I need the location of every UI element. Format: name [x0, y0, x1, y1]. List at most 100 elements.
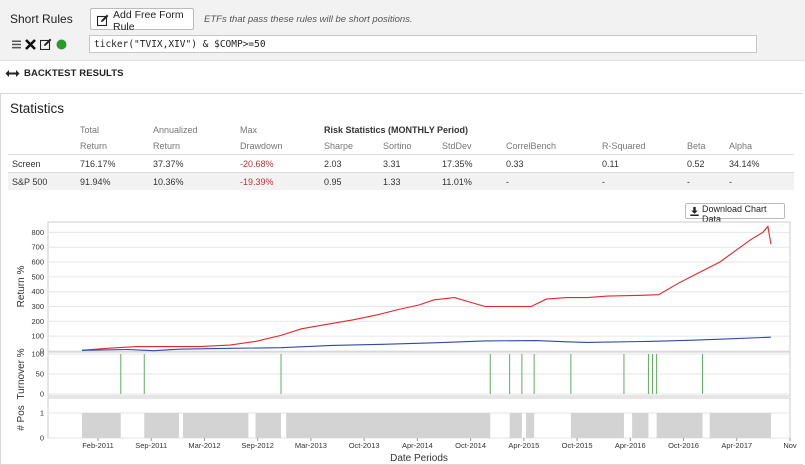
x-tick-label: Mar-2012: [188, 441, 220, 450]
sharpe-value: 2.03: [320, 154, 379, 173]
row-name: S&P 500: [8, 172, 76, 190]
x-tick-label: Apr-2017: [721, 441, 752, 450]
x-tick-label: Oct-2015: [562, 441, 593, 450]
header-sortino: Sortino: [383, 141, 412, 151]
beta-value: -: [683, 172, 725, 190]
position-block: [144, 413, 179, 438]
header-annualized-return: Return: [153, 141, 181, 151]
position-block: [632, 413, 649, 438]
return-plot-area: [47, 221, 791, 352]
sortino-value: 3.31: [379, 154, 438, 173]
x-tick-label: Nov: [783, 441, 797, 450]
positions-panel: 0 1 # Pos: [16, 397, 791, 443]
position-block: [509, 413, 522, 438]
menu-icon[interactable]: [12, 40, 21, 49]
y-tick-label: 200: [31, 317, 44, 326]
download-icon: [690, 207, 699, 216]
y-tick-label: 0: [40, 390, 44, 399]
status-dot-icon: [56, 39, 67, 49]
delete-icon[interactable]: [25, 38, 36, 50]
position-block: [286, 413, 491, 438]
alpha-value: 34.14%: [725, 154, 794, 173]
total-return-value: 716.17%: [76, 154, 149, 173]
header-total-return: Return: [80, 141, 108, 151]
y-tick-label: 500: [31, 272, 44, 281]
rule-input[interactable]: [89, 35, 757, 53]
position-block: [656, 413, 703, 438]
annualized-return-value: 37.37%: [149, 154, 236, 173]
position-block: [525, 413, 535, 438]
r-squared-value: 0.11: [598, 154, 683, 173]
header-top-max: Max: [240, 125, 258, 135]
download-chart-data-label: Download Chart Data: [702, 204, 767, 224]
row-name: Screen: [8, 154, 76, 173]
section-label: Short Rules: [10, 12, 73, 26]
stddev-value: 17.35%: [438, 154, 502, 173]
x-tick-label: Apr-2016: [615, 441, 646, 450]
statistics-table: Total Annualized Max Risk Statistics (MO…: [8, 122, 794, 190]
y-axis-label: Turnover %: [16, 348, 27, 399]
edit-icon: [97, 14, 109, 26]
header-correlbench: CorrelBench: [506, 141, 557, 151]
sharpe-value: 0.95: [320, 172, 379, 190]
position-block: [570, 413, 624, 438]
header-alpha: Alpha: [729, 141, 753, 151]
y-tick-label: 1: [40, 409, 44, 418]
y-axis-label: # Pos: [16, 405, 27, 431]
annualized-return-value: 10.36%: [149, 172, 236, 190]
x-tick-label: Apr-2015: [508, 441, 539, 450]
x-tick-label: Oct-2016: [668, 441, 699, 450]
edit-icon[interactable]: [40, 38, 52, 50]
correlbench-value: 0.33: [502, 154, 598, 173]
header-name: [8, 138, 76, 155]
series-line-screen: [81, 225, 772, 351]
y-tick-label: 50: [36, 370, 44, 379]
y-tick-label: 0: [40, 434, 44, 443]
alpha-value: -: [725, 172, 794, 190]
x-tick-label: Mar-2013: [295, 441, 327, 450]
y-tick-label: 100: [31, 350, 44, 359]
header-r-squared: R-Squared: [602, 141, 646, 151]
x-tick-label: Oct-2013: [349, 441, 380, 450]
add-free-form-rule-button[interactable]: Add Free Form Rule: [90, 8, 194, 33]
series-line-s-p-500: [81, 336, 771, 352]
x-tick-label: Apr-2014: [402, 441, 433, 450]
stddev-value: 11.01%: [438, 172, 502, 190]
r-squared-value: -: [598, 172, 683, 190]
statistics-title: Statistics: [10, 101, 65, 116]
max-drawdown-value: -19.39%: [236, 172, 320, 190]
header-top-0: [8, 122, 76, 138]
y-tick-label: 300: [31, 302, 44, 311]
beta-value: 0.52: [683, 154, 725, 173]
position-block: [255, 413, 282, 438]
header-top-total: Total: [80, 125, 100, 135]
y-tick-label: 100: [31, 332, 44, 341]
table-row: Screen 716.17% 37.37% -20.68% 2.03 3.31 …: [8, 154, 794, 173]
x-tick-label: Sep-2012: [241, 441, 274, 450]
x-tick-label: Oct-2014: [455, 441, 486, 450]
y-tick-label: 400: [31, 287, 44, 296]
y-axis-label: Return %: [16, 266, 27, 308]
header-risk-statistics: Risk Statistics (MONTHLY Period): [324, 125, 469, 135]
total-return-value: 91.94%: [76, 172, 149, 190]
position-block: [183, 413, 249, 438]
position-block: [709, 413, 771, 438]
header-sharpe: Sharpe: [324, 141, 354, 151]
header-stddev: StdDev: [442, 141, 472, 151]
download-chart-data-button[interactable]: Download Chart Data: [685, 203, 785, 224]
x-axis: Feb-2011 Sep-2011 Mar-2012 Sep-2012 Mar-2013…: [82, 438, 797, 464]
table-row: S&P 500 91.94% 10.36% -19.39% 0.95 1.33 …: [8, 172, 794, 190]
header-top-annualized: Annualized: [153, 125, 198, 135]
rule-actions: [12, 37, 67, 51]
backtest-results-header[interactable]: BACKTEST RESULTS: [5, 68, 124, 79]
y-tick-label: 800: [31, 228, 44, 237]
correlbench-value: -: [502, 172, 598, 190]
y-tick-label: 600: [31, 258, 44, 267]
x-tick-label: Feb-2011: [82, 441, 114, 450]
sortino-value: 1.33: [379, 172, 438, 190]
add-free-form-rule-label: Add Free Form Rule: [113, 9, 184, 33]
max-drawdown-value: -20.68%: [236, 154, 320, 173]
header-max-drawdown: Drawdown: [240, 141, 283, 151]
